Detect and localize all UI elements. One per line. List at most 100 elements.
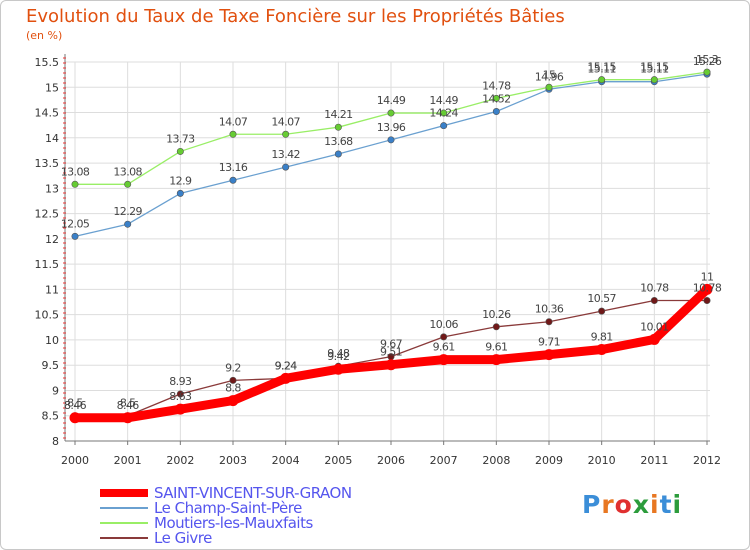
data-label: 9.24 [275, 359, 298, 372]
data-label: 8.5 [67, 397, 83, 410]
data-label: 13.68 [324, 135, 353, 148]
y-tick-label: 10.5 [35, 309, 60, 322]
data-point [122, 412, 134, 424]
y-tick-label: 15 [45, 81, 59, 94]
data-point [69, 412, 81, 424]
data-point [71, 232, 79, 240]
y-tick-label: 8.5 [42, 410, 60, 423]
y-tick-label: 13.5 [35, 157, 60, 170]
legend-swatch [100, 521, 148, 524]
data-label: 14.78 [482, 79, 511, 92]
data-point [543, 349, 555, 361]
data-point [440, 122, 448, 130]
plot-area [65, 62, 710, 441]
data-label: 14.24 [429, 107, 458, 120]
data-label: 14.21 [324, 108, 353, 121]
y-tick-label: 14.5 [35, 107, 60, 120]
legend-label: Moutiers-les-Mauxfaits [154, 513, 313, 532]
data-point [650, 76, 658, 84]
y-tick-label: 11 [45, 283, 59, 296]
data-label: 14.49 [377, 94, 406, 107]
data-label: 14.49 [429, 94, 458, 107]
data-point [282, 130, 290, 138]
legend-item: Moutiers-les-Mauxfaits [100, 513, 352, 532]
data-label: 13.08 [61, 165, 90, 178]
data-point [387, 109, 395, 117]
data-label: 13.42 [271, 148, 300, 161]
proxiti-logo: Proxiti [582, 490, 682, 519]
data-label: 15.15 [587, 61, 616, 74]
x-tick-label: 2008 [482, 454, 510, 467]
data-label: 9.48 [327, 347, 350, 360]
logo-letter: t [659, 490, 673, 519]
data-point [229, 130, 237, 138]
y-tick-label: 9 [52, 384, 59, 397]
data-label: 10.57 [587, 292, 616, 305]
data-point [596, 344, 608, 356]
data-label: 15.11 [587, 63, 616, 76]
y-tick-label: 14 [45, 132, 59, 145]
data-label: 10.78 [693, 282, 722, 295]
y-tick-label: 12.5 [35, 208, 60, 221]
data-label: 14.07 [271, 115, 300, 128]
data-point [440, 109, 448, 117]
data-label: 9.2 [225, 361, 241, 374]
data-point [703, 68, 711, 76]
unit-label: (en %) [26, 29, 63, 42]
data-point [545, 83, 553, 91]
data-label: 8.46 [64, 399, 87, 412]
legend-item: Le Champ-Saint-Père [100, 499, 352, 517]
x-tick-label: 2001 [114, 454, 142, 467]
data-label: 9.24 [275, 359, 298, 372]
data-label: 9.51 [380, 346, 402, 359]
data-point [385, 359, 397, 371]
x-tick-label: 2005 [324, 454, 352, 467]
legend-label: SAINT-VINCENT-SUR-GRAON [154, 483, 352, 502]
y-tick-label: 15.5 [35, 56, 60, 69]
data-label: 15.15 [640, 61, 669, 74]
data-label: 9.71 [538, 336, 560, 349]
data-label: 9.61 [485, 341, 507, 354]
data-point [229, 176, 237, 184]
legend-item: Le Givre [100, 528, 352, 547]
data-label: 13.73 [166, 132, 195, 145]
data-label: 12.9 [169, 174, 192, 187]
y-tick-label: 9.5 [42, 359, 60, 372]
data-point [490, 354, 502, 366]
data-point [176, 390, 184, 398]
y-tick-label: 8 [52, 435, 59, 448]
data-label: 9.42 [327, 350, 349, 363]
legend: SAINT-VINCENT-SUR-GRAON Le Champ-Saint-Pè… [100, 483, 352, 547]
data-label: 15.3 [696, 53, 719, 66]
logo-letter: P [582, 490, 602, 519]
data-label: 10.78 [640, 282, 669, 295]
logo-letter: r [601, 490, 615, 519]
x-tick-label: 2002 [166, 454, 194, 467]
data-point [334, 150, 342, 158]
data-point [492, 323, 500, 331]
data-label: 10.26 [482, 308, 511, 321]
data-point [229, 376, 237, 384]
data-point [176, 147, 184, 155]
logo-letter: x [632, 490, 650, 519]
data-label: 9.61 [433, 341, 455, 354]
legend-label: Le Givre [154, 528, 212, 547]
data-label: 9.67 [380, 338, 403, 351]
legend-swatch [100, 536, 148, 539]
data-label: 10.36 [535, 303, 564, 316]
data-label: 8.46 [117, 399, 140, 412]
data-point [124, 180, 132, 188]
data-point [387, 136, 395, 144]
x-tick-label: 2009 [535, 454, 563, 467]
data-label: 8.63 [169, 390, 192, 403]
data-point [598, 76, 606, 84]
data-label: 13.08 [113, 165, 142, 178]
data-point [492, 94, 500, 102]
logo-letter: i [650, 490, 660, 519]
x-tick-label: 2007 [430, 454, 458, 467]
legend-swatch [100, 506, 148, 509]
x-tick-label: 2006 [377, 454, 405, 467]
logo-letter: o [614, 490, 633, 519]
data-point [492, 108, 500, 116]
x-tick-label: 2010 [588, 454, 616, 467]
